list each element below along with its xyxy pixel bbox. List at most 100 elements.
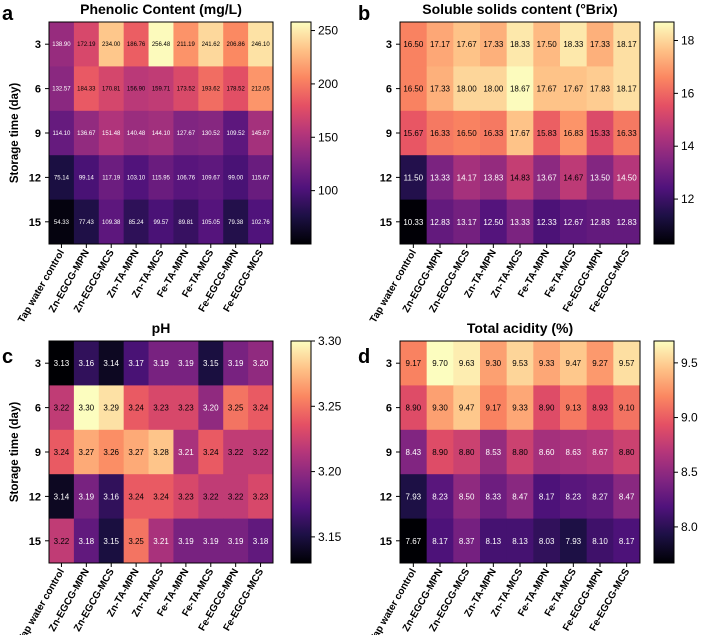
heatmap-cell: [198, 474, 224, 519]
cell-value-label: 17.67: [537, 85, 558, 94]
heatmap-cell: [426, 199, 454, 245]
cell-value-label: 8.80: [459, 448, 475, 457]
cell-value-label: 13.67: [537, 173, 558, 182]
cell-value-label: 3.15: [203, 359, 219, 368]
panel-letter: a: [2, 3, 14, 25]
panel-letter: b: [358, 3, 370, 25]
heatmap-cell: [453, 385, 481, 431]
colorbar: [653, 340, 675, 564]
cell-value-label: 246.10: [251, 42, 270, 48]
y-tick-label: 12: [380, 491, 392, 503]
heatmap-cell: [49, 518, 75, 564]
cell-value-label: 132.57: [52, 87, 71, 93]
cell-value-label: 18.17: [617, 85, 638, 94]
heatmap-cell: [148, 429, 174, 475]
cell-value-label: 241.62: [202, 42, 221, 48]
heatmap-cell: [506, 518, 534, 564]
y-tick-label: 15: [380, 536, 392, 548]
heatmap-cell: [123, 429, 149, 475]
heatmap-cell: [560, 66, 588, 112]
heatmap-cell: [98, 518, 125, 564]
heatmap-cell: [613, 429, 641, 475]
cell-value-label: 170.81: [102, 87, 121, 93]
cell-value-label: 13.50: [590, 173, 611, 182]
heatmap-cell: [148, 385, 174, 431]
cell-value-label: 212.05: [251, 87, 270, 93]
y-tick-label: 3: [386, 358, 392, 370]
cell-value-label: 3.24: [153, 492, 169, 501]
cell-value-label: 114.10: [52, 131, 71, 137]
cell-value-label: 12.50: [483, 218, 504, 227]
heatmap-cell: [586, 199, 614, 245]
heatmap-cell: [533, 385, 561, 431]
y-tick-label: 9: [35, 447, 41, 459]
heatmap-cell: [453, 474, 481, 519]
heatmap-cell: [400, 518, 428, 564]
heatmap-cell: [148, 199, 174, 245]
y-tick-label: 9: [386, 447, 392, 459]
cell-value-label: 99.57: [153, 220, 169, 226]
cell-value-label: 15.67: [403, 129, 424, 138]
heatmap-cell: [98, 66, 125, 112]
cell-value-label: 9.30: [486, 359, 502, 368]
y-axis-label: Storage time (day): [9, 402, 21, 502]
heatmap-cell: [586, 518, 614, 564]
heatmap-cell: [73, 66, 100, 112]
y-tick-label: 3: [35, 358, 41, 370]
cell-value-label: 8.13: [512, 537, 528, 546]
cell-value-label: 115.67: [252, 175, 271, 181]
heatmap-cell: [248, 110, 274, 156]
heatmap-cell: [198, 385, 224, 431]
heatmap-cell: [400, 66, 428, 112]
cell-value-label: 3.22: [228, 448, 244, 457]
heatmap-cell: [173, 385, 199, 431]
cell-value-label: 234.00: [102, 42, 121, 48]
cell-value-label: 102.76: [251, 220, 270, 226]
heatmap-cell: [560, 429, 588, 475]
cell-value-label: 3.22: [54, 404, 70, 413]
cell-value-label: 3.28: [153, 448, 169, 457]
cell-value-label: 8.90: [539, 404, 555, 413]
cell-value-label: 14.50: [617, 173, 638, 182]
cell-value-label: 3.24: [128, 492, 144, 501]
y-axis-label: Storage time (day): [9, 83, 21, 183]
cell-value-label: 172.19: [77, 42, 96, 48]
cell-value-label: 8.93: [592, 404, 608, 413]
heatmap-cell: [148, 518, 174, 564]
heatmap-cell: [73, 474, 100, 519]
cell-value-label: 3.16: [79, 359, 95, 368]
cell-value-label: 3.19: [228, 537, 244, 546]
colorbar-tick-label: 150: [318, 130, 338, 144]
cell-value-label: 8.53: [486, 448, 502, 457]
heatmap-cell: [73, 518, 100, 564]
cell-value-label: 184.33: [77, 87, 96, 93]
cell-value-label: 7.67: [406, 537, 422, 546]
heatmap-cell: [400, 155, 428, 200]
heatmap-cell: [586, 22, 614, 67]
panel-letter: d: [358, 346, 370, 368]
heatmap-cell: [223, 341, 249, 386]
cell-value-label: 3.21: [178, 448, 194, 457]
cell-value-label: 3.27: [79, 448, 95, 457]
cell-value-label: 3.22: [228, 492, 244, 501]
heatmap-cell: [73, 110, 100, 156]
cell-value-label: 8.90: [432, 448, 448, 457]
heatmap-cell: [533, 474, 561, 519]
cell-value-label: 14.67: [563, 173, 584, 182]
cell-value-label: 8.37: [459, 537, 475, 546]
heatmap-cell: [453, 155, 481, 200]
panel-b: b Soluble solids content (°Brix) 16.50 17.1…: [358, 1, 695, 325]
cell-value-label: 9.57: [619, 359, 635, 368]
cell-value-label: 8.23: [566, 492, 582, 501]
cell-value-label: 3.29: [103, 404, 119, 413]
heatmap-cell: [223, 22, 249, 67]
cell-value-label: 18.33: [563, 40, 584, 49]
heatmap-cell: [426, 22, 454, 67]
heatmap-cell: [426, 341, 454, 386]
cell-value-label: 99.14: [79, 175, 95, 181]
cell-value-label: 3.15: [103, 537, 119, 546]
cell-value-label: 8.63: [566, 448, 582, 457]
heatmap-cell: [586, 341, 614, 386]
cell-value-label: 3.18: [253, 537, 269, 546]
